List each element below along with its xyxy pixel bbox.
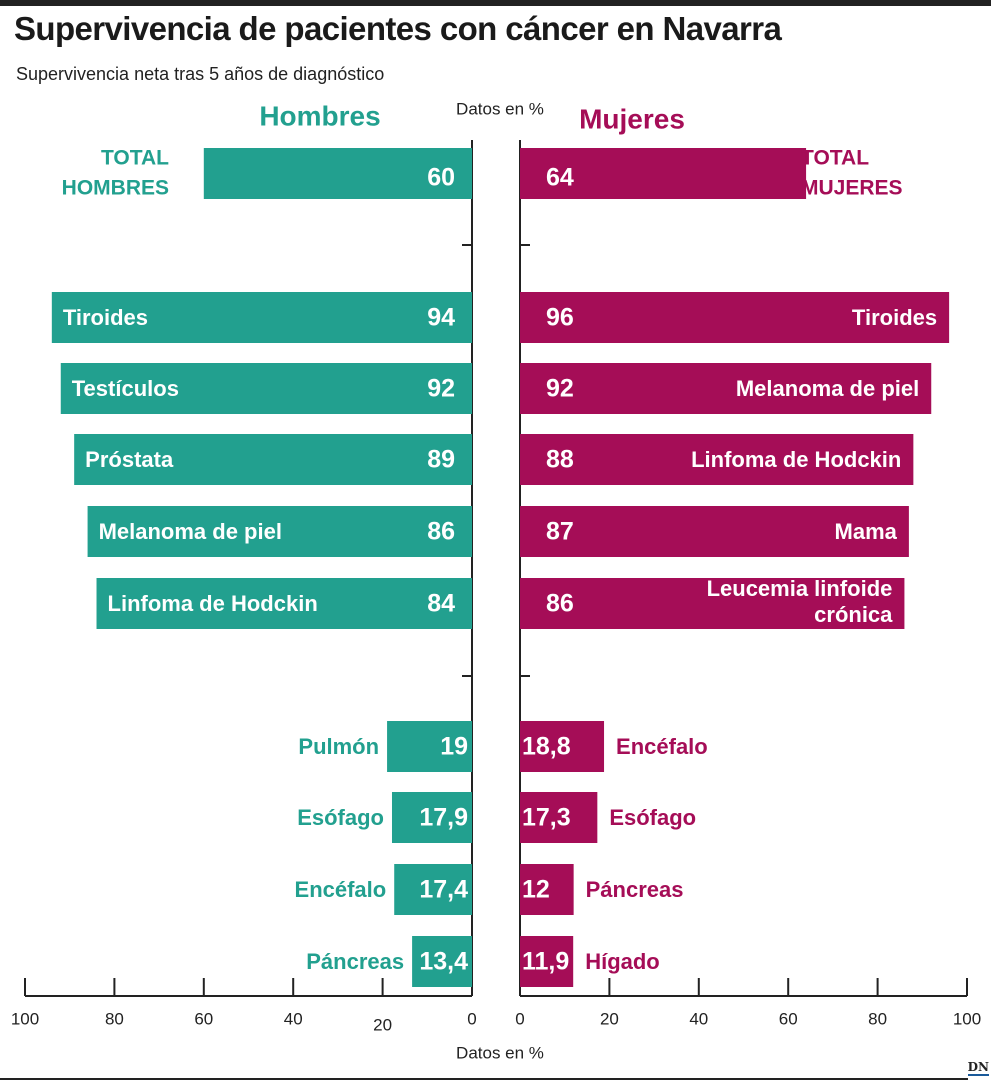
chart-title: Supervivencia de pacientes con cáncer en… [14, 10, 782, 47]
value-mujeres-top: 86 [546, 590, 574, 618]
top-rule [0, 0, 991, 6]
left-x-tick-label: 80 [105, 1009, 124, 1028]
label-hombres-top: Linfoma de Hodckin [108, 591, 318, 616]
label-hombres-total-2: HOMBRES [62, 177, 169, 200]
left-x-tick-label: 40 [284, 1009, 303, 1028]
bar-hombres-top [87, 506, 472, 557]
label-mujeres-bottom: Hígado [585, 949, 660, 974]
bar-hombres-bottom [387, 721, 472, 772]
label-mujeres-bottom: Páncreas [586, 877, 684, 902]
value-mujeres-top: 96 [546, 304, 574, 332]
label-hombres-bottom: Pulmón [298, 734, 379, 759]
bar-mujeres-bottom [520, 721, 605, 772]
legend-mujeres: Mujeres [579, 103, 685, 134]
right-x-tick-label: 0 [515, 1009, 524, 1028]
bottom-rule [0, 1078, 968, 1080]
right-x-tick-label: 80 [868, 1009, 887, 1028]
bar-hombres-top [51, 292, 472, 343]
label-mujeres-bottom: Encéfalo [616, 734, 708, 759]
label-mujeres-bottom: Esófago [609, 805, 696, 830]
bar-mujeres-bottom [520, 864, 574, 915]
label-hombres-top: Testículos [72, 376, 179, 401]
right-x-tick-label: 60 [779, 1009, 798, 1028]
right-x-tick-label: 40 [689, 1009, 708, 1028]
bar-mujeres-top [520, 363, 932, 414]
value-mujeres-top: 92 [546, 375, 574, 403]
right-x-tick-label: 100 [953, 1009, 981, 1028]
left-x-tick-label: 60 [194, 1009, 213, 1028]
value-mujeres-top: 88 [546, 446, 574, 474]
bar-mujeres-bottom [520, 936, 574, 987]
value-mujeres-top: 87 [546, 518, 574, 546]
bar-hombres-top [96, 578, 473, 629]
value-mujeres-total: 64 [546, 164, 574, 192]
bar-mujeres-top [520, 506, 909, 557]
bar-hombres-top [60, 363, 472, 414]
bar-mujeres-bottom [520, 792, 598, 843]
label-hombres-top: Melanoma de piel [99, 519, 282, 544]
bar-mujeres-top [520, 434, 914, 485]
bar-hombres-bottom [412, 936, 472, 987]
value-hombres-bottom: 17,9 [419, 804, 468, 832]
bar-hombres-bottom [394, 864, 472, 915]
value-hombres-top: 94 [427, 304, 455, 332]
value-hombres-top: 89 [427, 446, 455, 474]
value-mujeres-bottom: 12 [522, 876, 550, 904]
legend-hombres: Hombres [259, 100, 380, 131]
value-hombres-bottom: 19 [440, 733, 468, 761]
brand-logo: DN [967, 1060, 989, 1076]
label-hombres-top: Tiroides [63, 305, 148, 330]
bar-mujeres-total [520, 148, 807, 199]
value-hombres-total: 60 [427, 164, 455, 192]
label-mujeres-top: Tiroides [852, 305, 937, 330]
bar-hombres-bottom [391, 792, 472, 843]
label-mujeres-top-1: Leucemia linfoide [707, 576, 893, 601]
left-x-tick-label: 100 [11, 1009, 39, 1028]
bar-mujeres-top [520, 292, 950, 343]
label-hombres-bottom: Esófago [297, 805, 384, 830]
label-mujeres-total-1: TOTAL [801, 147, 869, 170]
label-mujeres-top-2: crónica [814, 602, 893, 627]
chart-subtitle: Supervivencia neta tras 5 años de diagnó… [16, 64, 385, 84]
bar-hombres-total [203, 148, 473, 199]
value-hombres-bottom: 13,4 [419, 948, 468, 976]
label-mujeres-total-2: MUJERES [801, 177, 903, 200]
left-x-tick-label: 20 [373, 1015, 392, 1034]
value-hombres-top: 86 [427, 518, 455, 546]
label-hombres-bottom: Encéfalo [295, 877, 387, 902]
value-mujeres-bottom: 17,3 [522, 804, 571, 832]
left-x-tick-label: 0 [467, 1009, 476, 1028]
bar-hombres-top [74, 434, 473, 485]
value-hombres-bottom: 17,4 [419, 876, 468, 904]
label-hombres-bottom: Páncreas [306, 949, 404, 974]
value-mujeres-bottom: 11,9 [522, 948, 569, 976]
value-hombres-top: 92 [427, 375, 455, 403]
label-mujeres-top: Melanoma de piel [736, 376, 919, 401]
label-hombres-top: Próstata [85, 447, 174, 472]
value-mujeres-bottom: 18,8 [522, 733, 571, 761]
bar-mujeres-top [520, 578, 905, 629]
label-mujeres-top: Mama [835, 519, 898, 544]
value-hombres-top: 84 [427, 590, 455, 618]
label-hombres-total-1: TOTAL [101, 147, 169, 170]
right-x-tick-label: 20 [600, 1009, 619, 1028]
unit-label-bottom: Datos en % [456, 1043, 544, 1062]
label-mujeres-top: Linfoma de Hodckin [691, 447, 901, 472]
unit-label-top: Datos en % [456, 99, 544, 118]
